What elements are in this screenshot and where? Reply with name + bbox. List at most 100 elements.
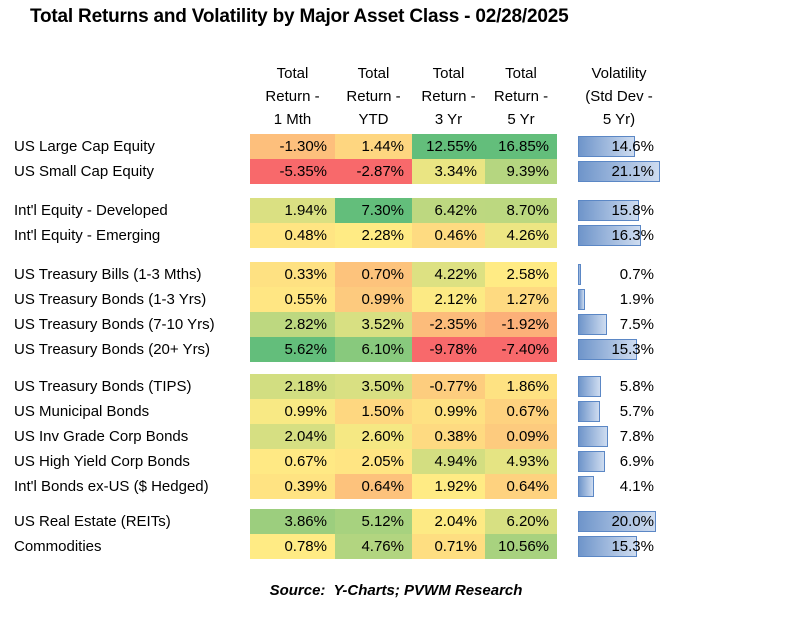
volatility-bar bbox=[578, 289, 586, 310]
column-header-total-return-1mth: Total Return - 1 Mth bbox=[250, 62, 335, 131]
volatility-cell: 0.7% bbox=[578, 262, 660, 287]
volatility-value: 15.8% bbox=[611, 202, 654, 219]
volatility-value: 15.3% bbox=[611, 341, 654, 358]
column-header-total-return-3yr: Total Return - 3 Yr bbox=[412, 62, 485, 131]
return-cell: -1.92% bbox=[485, 312, 557, 337]
column-gap bbox=[557, 399, 578, 424]
return-cell: 7.30% bbox=[335, 198, 412, 223]
header-line: Return - bbox=[346, 88, 401, 105]
row-label: US Municipal Bonds bbox=[14, 403, 150, 420]
return-cell: -1.30% bbox=[250, 134, 335, 159]
return-cell: 5.62% bbox=[250, 337, 335, 362]
volatility-cell: 16.3% bbox=[578, 223, 660, 248]
return-cell: 1.50% bbox=[335, 399, 412, 424]
table-row: Commodities 0.78% 4.76% 0.71% 10.56% 15.3% bbox=[8, 534, 660, 559]
volatility-cell: 15.8% bbox=[578, 198, 660, 223]
header-line: Volatility bbox=[591, 65, 647, 82]
return-cell: 6.42% bbox=[412, 198, 485, 223]
group-gap bbox=[8, 499, 660, 509]
volatility-value: 4.1% bbox=[619, 478, 654, 495]
return-cell: 9.39% bbox=[485, 159, 557, 184]
row-label: US Inv Grade Corp Bonds bbox=[14, 428, 189, 445]
column-header-volatility: Volatility (Std Dev - 5 Yr) bbox=[578, 62, 660, 131]
return-cell: 0.46% bbox=[412, 223, 485, 248]
volatility-bar bbox=[578, 451, 605, 472]
return-cell: 0.99% bbox=[412, 399, 485, 424]
volatility-value: 5.7% bbox=[619, 403, 654, 420]
return-cell: 2.28% bbox=[335, 223, 412, 248]
returns-table: Total Return - 1 Mth Total Return - YTD … bbox=[8, 62, 660, 559]
row-label: Int'l Bonds ex-US ($ Hedged) bbox=[14, 478, 209, 495]
header-line: Return - bbox=[421, 88, 476, 105]
volatility-bar bbox=[578, 426, 609, 447]
header-line: Total bbox=[432, 65, 465, 82]
row-label: US Treasury Bonds (1-3 Yrs) bbox=[14, 291, 207, 308]
header-line: Total bbox=[276, 65, 309, 82]
return-cell: 0.99% bbox=[335, 287, 412, 312]
row-label: US Treasury Bonds (20+ Yrs) bbox=[14, 341, 211, 358]
volatility-cell: 7.8% bbox=[578, 424, 660, 449]
row-label: US Treasury Bonds (TIPS) bbox=[14, 378, 192, 395]
return-cell: 4.26% bbox=[485, 223, 557, 248]
volatility-value: 5.8% bbox=[619, 378, 654, 395]
table-row: US Real Estate (REITs) 3.86% 5.12% 2.04% 6.2… bbox=[8, 509, 660, 534]
return-cell: 2.05% bbox=[335, 449, 412, 474]
volatility-cell: 20.0% bbox=[578, 509, 660, 534]
table-row: Int'l Bonds ex-US ($ Hedged) 0.39% 0.64% 1.… bbox=[8, 474, 660, 499]
header-line: 5 Yr) bbox=[602, 111, 636, 128]
column-gap bbox=[557, 534, 578, 559]
return-cell: 2.58% bbox=[485, 262, 557, 287]
return-cell: 6.10% bbox=[335, 337, 412, 362]
volatility-bar bbox=[578, 536, 638, 557]
volatility-bar bbox=[578, 225, 642, 246]
volatility-bar bbox=[578, 511, 656, 532]
return-cell: 3.86% bbox=[250, 509, 335, 534]
return-cell: -5.35% bbox=[250, 159, 335, 184]
page-title: Total Returns and Volatility by Major As… bbox=[30, 6, 569, 27]
header-line: (Std Dev - bbox=[585, 88, 653, 105]
column-gap bbox=[557, 287, 578, 312]
volatility-value: 16.3% bbox=[611, 227, 654, 244]
column-header-total-return-ytd: Total Return - YTD bbox=[335, 62, 412, 131]
volatility-bar bbox=[578, 264, 581, 285]
column-gap bbox=[557, 449, 578, 474]
return-cell: 1.86% bbox=[485, 374, 557, 399]
row-label: Int'l Equity - Developed bbox=[14, 202, 168, 219]
return-cell: 3.52% bbox=[335, 312, 412, 337]
header-line: Total bbox=[505, 65, 537, 82]
row-label: US Treasury Bills (1-3 Mths) bbox=[14, 266, 202, 283]
row-label: Commodities bbox=[14, 538, 102, 555]
return-cell: 0.48% bbox=[250, 223, 335, 248]
volatility-bar bbox=[578, 401, 601, 422]
volatility-cell: 5.7% bbox=[578, 399, 660, 424]
table-row: Int'l Equity - Emerging 0.48% 2.28% 0.46% 4.… bbox=[8, 223, 660, 248]
return-cell: 1.27% bbox=[485, 287, 557, 312]
volatility-value: 1.9% bbox=[619, 291, 654, 308]
table-row: US Municipal Bonds 0.99% 1.50% 0.99% 0.67% 5.… bbox=[8, 399, 660, 424]
header-line: 5 Yr bbox=[507, 111, 535, 128]
column-gap bbox=[557, 159, 578, 184]
row-label: US Real Estate (REITs) bbox=[14, 513, 171, 530]
return-cell: 6.20% bbox=[485, 509, 557, 534]
volatility-cell: 7.5% bbox=[578, 312, 660, 337]
table-row: US Small Cap Equity -5.35% -2.87% 3.34% 9.39… bbox=[8, 159, 660, 184]
table-row: US Inv Grade Corp Bonds 2.04% 2.60% 0.38% 0.… bbox=[8, 424, 660, 449]
volatility-value: 15.3% bbox=[611, 538, 654, 555]
row-label: Int'l Equity - Emerging bbox=[14, 227, 161, 244]
header-line: Total bbox=[357, 65, 390, 82]
return-cell: -7.40% bbox=[485, 337, 557, 362]
table-row: US High Yield Corp Bonds 0.67% 2.05% 4.94% 4… bbox=[8, 449, 660, 474]
return-cell: 0.99% bbox=[250, 399, 335, 424]
column-gap bbox=[557, 509, 578, 534]
return-cell: 8.70% bbox=[485, 198, 557, 223]
column-gap bbox=[557, 62, 578, 131]
table-row: US Treasury Bonds (TIPS) 2.18% 3.50% -0.77%… bbox=[8, 374, 660, 399]
volatility-cell: 14.6% bbox=[578, 134, 660, 159]
volatility-bar bbox=[578, 200, 640, 221]
table-row: Int'l Equity - Developed 1.94% 7.30% 6.42% 8… bbox=[8, 198, 660, 223]
column-gap bbox=[557, 134, 578, 159]
row-label: US Treasury Bonds (7-10 Yrs) bbox=[14, 316, 215, 333]
return-cell: 3.34% bbox=[412, 159, 485, 184]
return-cell: 2.04% bbox=[250, 424, 335, 449]
return-cell: 5.12% bbox=[335, 509, 412, 534]
